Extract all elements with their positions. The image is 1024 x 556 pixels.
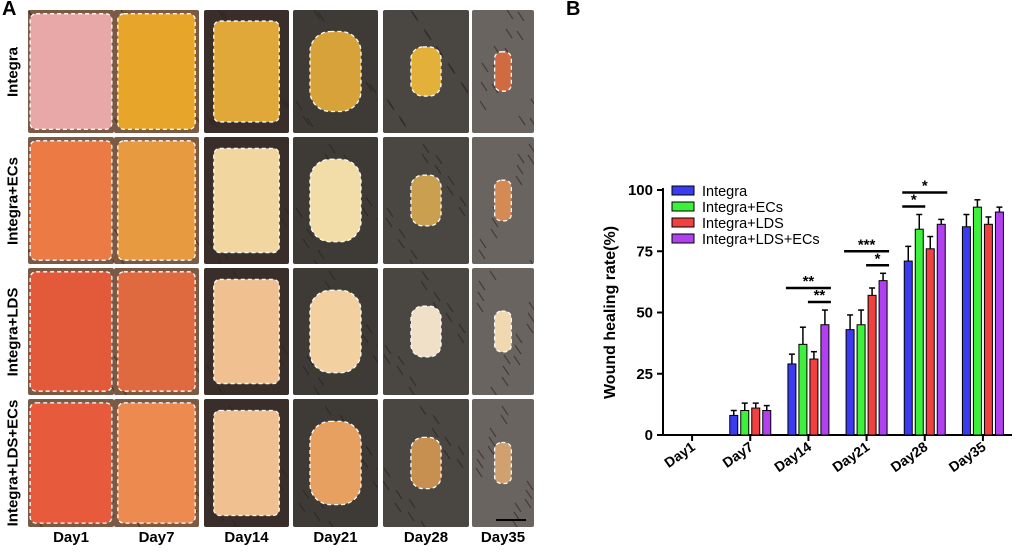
bar — [751, 407, 761, 436]
column-label: Day1 — [53, 529, 89, 546]
wound-photo — [293, 10, 378, 133]
y-tick-label: 0 — [645, 427, 653, 444]
bar-chart-panel: B 0 25 50 75 100 Wound healing rate(%) Day1 Day… — [560, 0, 1024, 551]
row-label: Integra — [4, 46, 22, 97]
wound-photo — [28, 10, 114, 133]
bar — [961, 226, 971, 436]
row-label: Integra+LDS — [4, 287, 22, 376]
significance-label: ** — [803, 273, 815, 290]
row-label: Integra+LDS+ECs — [4, 399, 22, 527]
significance-label: *** — [858, 236, 876, 253]
legend-label: Integra+LDS+ECs — [702, 232, 820, 248]
column-label: Day21 — [313, 529, 358, 546]
legend-label: Integra — [702, 184, 748, 200]
wound-photo — [383, 268, 469, 395]
significance-label: * — [911, 192, 917, 209]
bar — [878, 280, 888, 436]
y-tick-label: 25 — [636, 366, 653, 383]
wound-photo — [114, 399, 199, 527]
bar — [994, 211, 1004, 436]
wound-photo — [28, 268, 114, 395]
bar — [762, 410, 772, 436]
bar — [972, 206, 982, 436]
x-tick-label: Day14 — [771, 438, 814, 475]
wound-photo — [293, 268, 378, 395]
wound-photo — [28, 137, 114, 264]
bar — [903, 260, 913, 436]
x-tick-label: Day35 — [946, 438, 989, 475]
bar — [729, 414, 739, 436]
bar — [820, 324, 830, 436]
significance-label: * — [875, 250, 881, 267]
wound-photo — [383, 137, 469, 264]
bar — [856, 324, 866, 436]
panel-a-label: A — [2, 0, 17, 20]
bar — [809, 358, 819, 436]
wound-photo — [472, 137, 534, 264]
x-tick-label: Day1 — [661, 438, 698, 470]
bar — [787, 363, 797, 436]
wound-photo — [472, 399, 534, 527]
wound-photo — [204, 268, 289, 395]
y-tick-label: 50 — [636, 305, 653, 322]
wound-photo — [293, 399, 378, 527]
legend-label: Integra+LDS — [702, 216, 784, 232]
y-axis-title: Wound healing rate(%) — [602, 226, 619, 399]
bar — [867, 294, 877, 436]
significance-label: ** — [814, 287, 826, 304]
bar — [983, 223, 993, 436]
legend-swatch — [671, 217, 695, 228]
bar — [845, 329, 855, 436]
x-tick-label: Day7 — [719, 438, 756, 470]
column-label: Day7 — [138, 529, 175, 546]
panel-b-label: B — [566, 0, 581, 20]
y-tick-label: 75 — [636, 243, 653, 260]
wound-photo — [204, 137, 289, 264]
bar — [798, 343, 808, 436]
legend-swatch — [671, 233, 695, 244]
wound-photo — [114, 137, 199, 264]
wound-photo — [472, 268, 534, 395]
y-tick-label: 100 — [628, 182, 653, 199]
column-label: Day14 — [224, 529, 269, 546]
scale-bar — [496, 519, 526, 521]
legend-swatch — [671, 185, 695, 196]
bar — [740, 410, 750, 436]
legend-swatch — [671, 201, 695, 212]
wound-photo — [383, 399, 469, 527]
legend-label: Integra+ECs — [702, 200, 783, 216]
wound-photo — [114, 10, 199, 133]
x-tick-label: Day28 — [887, 438, 930, 475]
wound-photo — [114, 268, 199, 395]
x-tick-label: Day21 — [829, 438, 872, 475]
wound-photo — [28, 399, 114, 527]
bar — [925, 248, 935, 436]
wound-photo — [204, 399, 289, 527]
wound-photo — [293, 137, 378, 264]
bar — [914, 228, 924, 436]
row-label: Integra+ECs — [4, 156, 22, 245]
wound-healing-chart: 0 25 50 75 100 Wound healing rate(%) Day1 Day7 D… — [602, 178, 1012, 475]
column-label: Day28 — [403, 529, 449, 546]
column-label: Day35 — [480, 529, 526, 546]
bar — [936, 223, 946, 436]
photo-grid-panel: A Integra Integra+ECs Integra+LDS Integra+L… — [2, 0, 534, 546]
wound-photo — [472, 10, 534, 133]
wound-photo — [204, 10, 289, 133]
significance-label: * — [922, 178, 928, 195]
wound-photo — [383, 10, 469, 133]
